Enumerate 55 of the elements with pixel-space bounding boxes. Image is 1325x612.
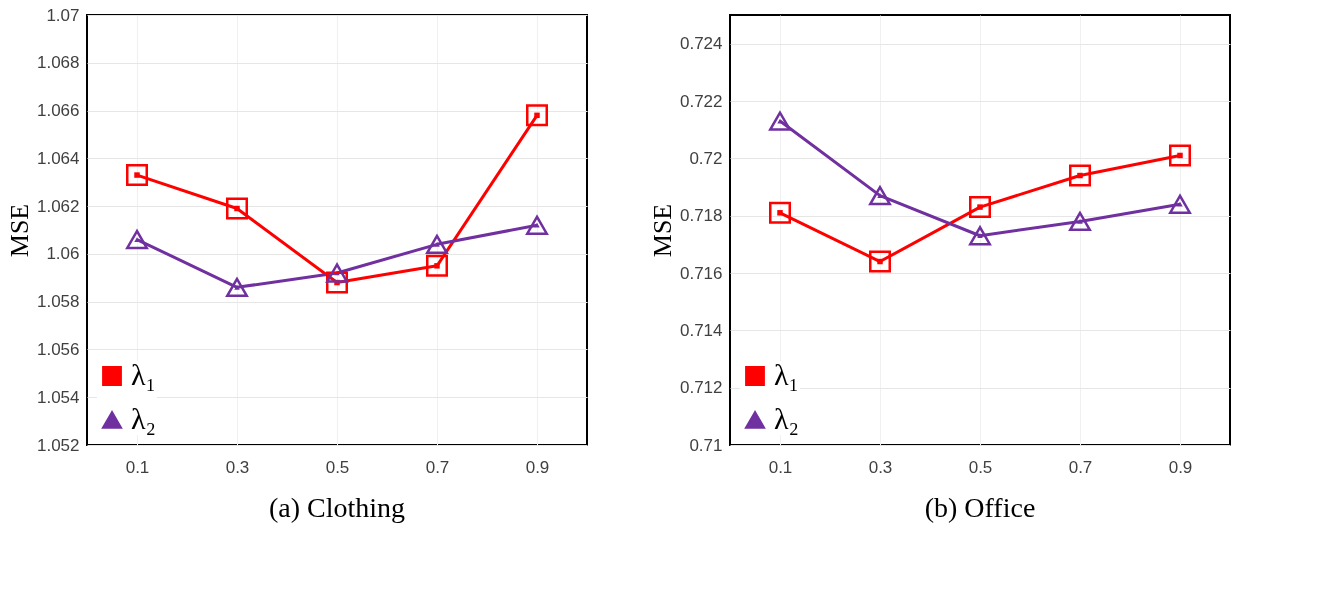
point (769, 201, 791, 224)
x-tick-label: 0.9 (1168, 457, 1193, 477)
text: (b) Office (924, 492, 1036, 523)
point (526, 215, 548, 235)
point (126, 229, 148, 250)
x-tick-label: 0.5 (325, 457, 350, 477)
x-tick-label: 0.7 (1068, 457, 1093, 477)
y-tick-label: 0.712 (679, 378, 723, 398)
legend-label: λ₂ (774, 402, 800, 435)
point (1169, 194, 1191, 214)
x-tick-label: 0.1 (768, 457, 793, 477)
y-tick-label: 0.72 (689, 148, 723, 168)
y-tick-label: 0.716 (679, 263, 723, 283)
x-tick-label: 0.3 (225, 457, 250, 477)
y-tick-label: 1.054 (36, 387, 80, 407)
y-tick-label: 1.064 (36, 148, 80, 168)
y-axis-title: MSE (647, 203, 677, 258)
y-tick-label: 0.722 (679, 91, 723, 111)
legend-label: λ₁ (774, 358, 800, 391)
point (1069, 211, 1091, 232)
x-tick-label: 0.7 (425, 457, 450, 477)
point (869, 185, 891, 206)
x-tick-label: 0.1 (125, 457, 150, 477)
text: (a) Clothing (268, 492, 406, 523)
point (226, 277, 248, 298)
point (969, 196, 991, 219)
point (769, 111, 791, 131)
y-tick-label: 0.714 (679, 320, 723, 340)
y-tick-label: 1.058 (36, 292, 80, 312)
point (426, 234, 448, 255)
y-tick-label: 1.07 (46, 5, 80, 25)
point (1169, 144, 1191, 167)
point (226, 197, 248, 220)
y-tick-label: 1.056 (36, 339, 80, 359)
point (126, 164, 148, 187)
y-tick-label: 1.066 (36, 101, 80, 121)
y-tick-label: 1.06 (46, 244, 80, 264)
x-tick-label: 0.9 (525, 457, 550, 477)
y-tick-label: 1.068 (36, 53, 80, 73)
point (869, 250, 891, 273)
legend-label: λ₁ (131, 358, 157, 391)
y-tick-label: 1.052 (36, 435, 80, 455)
y-tick-label: 1.062 (36, 196, 80, 216)
legend-label: λ₂ (131, 402, 157, 435)
point (1069, 164, 1091, 187)
point (969, 226, 991, 246)
point (426, 254, 448, 277)
y-axis-title: MSE (4, 203, 34, 258)
y-tick-label: 0.718 (679, 206, 723, 226)
y-tick-label: 0.71 (689, 435, 723, 455)
point (326, 263, 348, 283)
x-tick-label: 0.5 (968, 457, 993, 477)
y-tick-label: 0.724 (679, 34, 723, 54)
x-tick-label: 0.3 (868, 457, 893, 477)
point (526, 104, 548, 127)
